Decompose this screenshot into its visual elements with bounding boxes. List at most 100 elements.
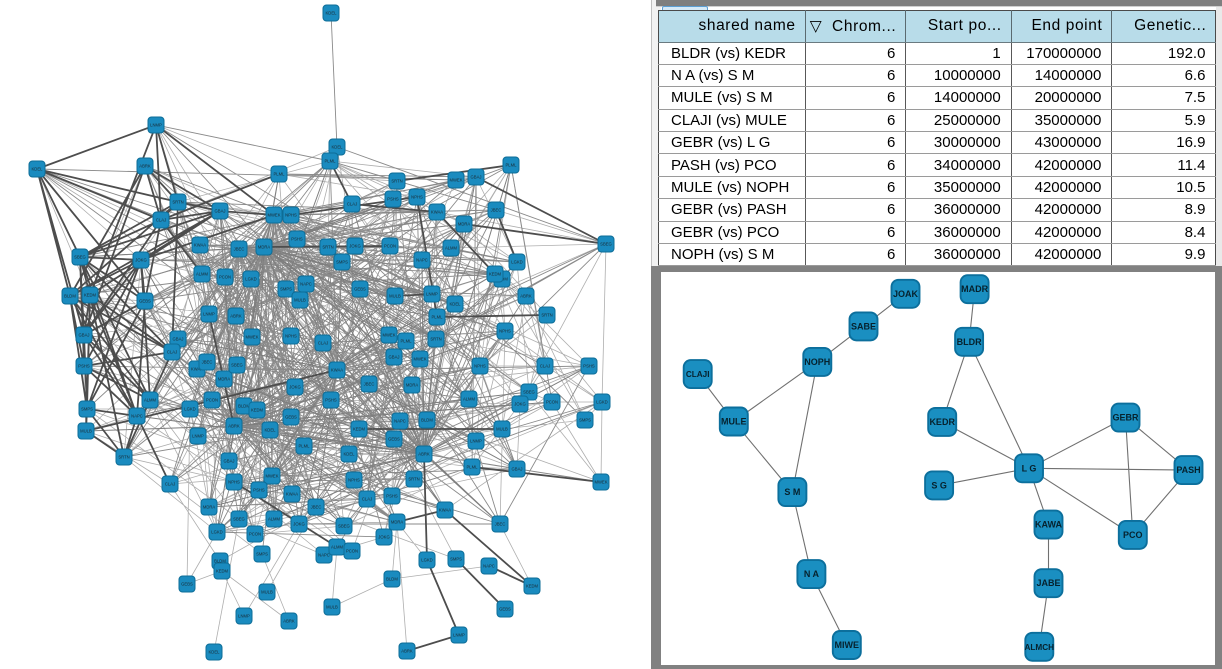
svg-text:KWAA: KWAA (194, 243, 206, 248)
svg-text:SMPS: SMPS (336, 260, 348, 265)
svg-text:MULB: MULB (261, 590, 273, 595)
svg-text:S G: S G (931, 480, 947, 490)
svg-text:ALMM: ALMM (144, 398, 157, 403)
svg-text:LNMP: LNMP (426, 292, 438, 297)
svg-text:ABRK: ABRK (228, 424, 240, 429)
svg-text:NPHS: NPHS (411, 195, 423, 200)
svg-text:ABRK: ABRK (520, 294, 532, 299)
svg-text:GBAJ: GBAJ (215, 209, 226, 214)
svg-text:MDRA: MDRA (406, 383, 419, 388)
svg-text:GBAJ: GBAJ (173, 337, 184, 342)
svg-text:LGKD: LGKD (421, 558, 432, 563)
svg-text:SMPS: SMPS (256, 552, 268, 557)
svg-text:CLAJ: CLAJ (318, 341, 328, 346)
svg-text:SBEG: SBEG (231, 363, 243, 368)
svg-text:LGKD: LGKD (511, 260, 522, 265)
svg-text:GBAJ: GBAJ (471, 175, 482, 180)
svg-text:CLAJ: CLAJ (540, 364, 550, 369)
svg-text:ALMCH: ALMCH (1025, 642, 1055, 651)
svg-text:JOKG: JOKG (135, 258, 146, 263)
svg-text:LNMP: LNMP (192, 434, 204, 439)
svg-text:MDRA: MDRA (203, 505, 216, 510)
svg-text:GEBR: GEBR (1112, 412, 1139, 422)
svg-text:MWEK: MWEK (265, 474, 278, 479)
svg-text:PCON: PCON (384, 244, 396, 249)
svg-text:PCON: PCON (219, 275, 231, 280)
svg-text:JBEC: JBEC (491, 208, 502, 213)
svg-text:SRTN: SRTN (118, 455, 129, 460)
svg-text:KEDR: KEDR (929, 416, 955, 426)
svg-text:S M: S M (784, 487, 800, 497)
svg-text:PLML: PLML (401, 339, 413, 344)
svg-text:NOPH: NOPH (804, 356, 830, 366)
svg-text:NPHS: NPHS (348, 478, 360, 483)
svg-text:KWAA: KWAA (286, 492, 298, 497)
svg-text:KDEL: KDEL (326, 11, 338, 16)
svg-text:GEBS: GEBS (499, 607, 511, 612)
svg-text:MULE: MULE (721, 416, 747, 426)
svg-text:PSHS: PSHS (325, 398, 337, 403)
svg-text:SMPS: SMPS (450, 557, 462, 562)
svg-text:NAPC: NAPC (483, 564, 495, 569)
svg-text:BLDR: BLDR (957, 336, 982, 346)
svg-text:NAPC: NAPC (394, 419, 406, 424)
svg-text:SRTN: SRTN (541, 313, 552, 318)
svg-text:JOKG: JOKG (378, 535, 389, 540)
svg-text:LGKD: LGKD (211, 530, 222, 535)
svg-text:LNMP: LNMP (238, 614, 250, 619)
svg-text:KDEL: KDEL (32, 167, 44, 172)
svg-text:SRTN: SRTN (172, 200, 183, 205)
svg-text:LNMP: LNMP (453, 633, 465, 638)
svg-text:PLML: PLML (325, 159, 337, 164)
svg-text:KDEL: KDEL (209, 650, 221, 655)
svg-text:CLAJ: CLAJ (167, 350, 177, 355)
svg-text:N A: N A (804, 569, 820, 579)
svg-text:KDEL: KDEL (450, 302, 462, 307)
svg-text:PLML: PLML (467, 465, 479, 470)
svg-text:ABRK: ABRK (139, 164, 151, 169)
svg-text:PCON: PCON (346, 549, 358, 554)
svg-text:GEBS: GEBS (285, 415, 297, 420)
svg-text:NPHS: NPHS (474, 364, 486, 369)
svg-text:KDEL: KDEL (344, 452, 356, 457)
svg-text:KWAA: KWAA (191, 367, 203, 372)
svg-text:MDRA: MDRA (391, 520, 404, 525)
svg-text:SMPS: SMPS (81, 407, 93, 412)
svg-text:MWEK: MWEK (245, 335, 258, 340)
svg-text:MULB: MULB (326, 605, 338, 610)
svg-text:KAWA: KAWA (1035, 519, 1063, 529)
svg-text:ABRK: ABRK (230, 314, 242, 319)
svg-text:MWEK: MWEK (413, 357, 426, 362)
svg-text:CLAJ: CLAJ (165, 482, 175, 487)
svg-text:CLAJ: CLAJ (156, 218, 166, 223)
svg-text:SBEG: SBEG (600, 242, 612, 247)
svg-text:NAPC: NAPC (131, 414, 143, 419)
svg-text:SBEG: SBEG (523, 390, 535, 395)
svg-text:JBEC: JBEC (311, 505, 322, 510)
svg-text:ALMM: ALMM (445, 246, 458, 251)
svg-text:PSHS: PSHS (291, 237, 303, 242)
svg-text:JABE: JABE (1036, 578, 1060, 588)
svg-text:SBEG: SBEG (338, 524, 350, 529)
svg-text:KEDM: KEDM (489, 272, 502, 277)
svg-text:JBEC: JBEC (495, 522, 506, 527)
svg-text:MADR: MADR (961, 284, 988, 294)
svg-text:PASH: PASH (1176, 465, 1200, 475)
svg-text:SRTN: SRTN (408, 477, 419, 482)
svg-text:NAPC: NAPC (318, 553, 330, 558)
svg-text:ALMM: ALMM (331, 545, 344, 550)
svg-text:PSHS: PSHS (387, 197, 399, 202)
svg-text:KDEL: KDEL (265, 428, 277, 433)
svg-text:CLAJ: CLAJ (362, 497, 372, 502)
svg-text:MULB: MULB (80, 429, 92, 434)
svg-text:NPHS: NPHS (285, 334, 297, 339)
svg-text:SRTN: SRTN (322, 245, 333, 250)
svg-text:LGKD: LGKD (596, 400, 607, 405)
svg-text:MDRA: MDRA (458, 222, 471, 227)
svg-text:SMPS: SMPS (280, 287, 292, 292)
svg-text:BLDM: BLDM (238, 404, 250, 409)
svg-text:JOKG: JOKG (349, 244, 360, 249)
svg-text:PLML: PLML (432, 315, 444, 320)
svg-text:BLDM: BLDM (214, 559, 226, 564)
svg-text:NAPC: NAPC (300, 282, 312, 287)
